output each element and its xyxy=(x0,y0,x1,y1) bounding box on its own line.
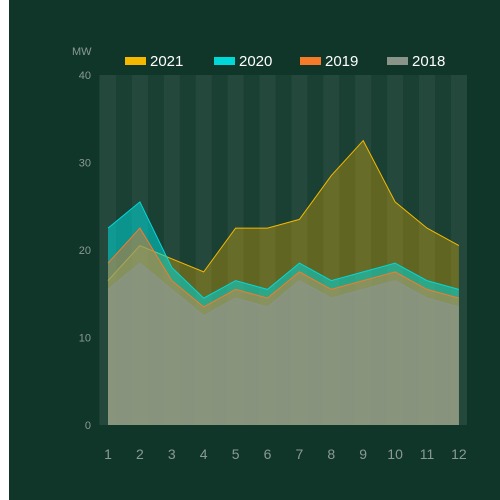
legend-item-2019[interactable]: 2019 xyxy=(300,53,358,70)
y-tick-label: 20 xyxy=(79,245,91,257)
legend-item-2018[interactable]: 2018 xyxy=(387,53,445,70)
x-tick-label: 7 xyxy=(296,446,304,462)
legend-swatch xyxy=(387,57,408,65)
chart-panel: 0 10 20 30 40 1 2 3 4 5 6 7 8 9 10 11 12 MW 2021 2020 201… xyxy=(9,0,500,500)
line-2019 xyxy=(107,227,460,308)
y-tick-label: 40 xyxy=(79,70,91,82)
x-tick-label: 12 xyxy=(451,446,467,462)
line-2018 xyxy=(107,262,460,317)
legend-swatch xyxy=(125,57,146,65)
x-tick-label: 8 xyxy=(327,446,335,462)
x-tick-label: 3 xyxy=(168,446,176,462)
x-tick-label: 10 xyxy=(387,446,403,462)
series-areas xyxy=(107,139,460,425)
x-axis: 1 2 3 4 5 6 7 8 9 10 11 12 xyxy=(104,446,467,462)
x-tick-label: 9 xyxy=(359,446,367,462)
x-tick-label: 5 xyxy=(232,446,240,462)
y-tick-label: 10 xyxy=(79,333,91,345)
x-tick-label: 6 xyxy=(264,446,272,462)
y-tick-label: 30 xyxy=(79,158,91,170)
y-tick-label: 0 xyxy=(85,420,91,432)
line-2020 xyxy=(107,201,460,299)
x-tick-label: 1 xyxy=(104,446,112,462)
legend-swatch xyxy=(300,57,321,65)
legend: 2021 2020 2019 2018 xyxy=(125,53,445,70)
y-axis: 0 10 20 30 40 xyxy=(79,70,91,432)
legend-label: 2020 xyxy=(239,53,272,70)
legend-item-2021[interactable]: 2021 xyxy=(125,53,183,70)
legend-item-2020[interactable]: 2020 xyxy=(214,53,272,70)
area-2018 xyxy=(108,263,459,425)
x-tick-label: 11 xyxy=(420,446,435,462)
legend-label: 2018 xyxy=(412,53,445,70)
x-tick-label: 2 xyxy=(136,446,144,462)
legend-swatch xyxy=(214,57,235,65)
legend-label: 2021 xyxy=(150,53,183,70)
x-tick-label: 4 xyxy=(200,446,208,462)
y-axis-unit: MW xyxy=(72,46,92,58)
legend-label: 2019 xyxy=(325,53,358,70)
